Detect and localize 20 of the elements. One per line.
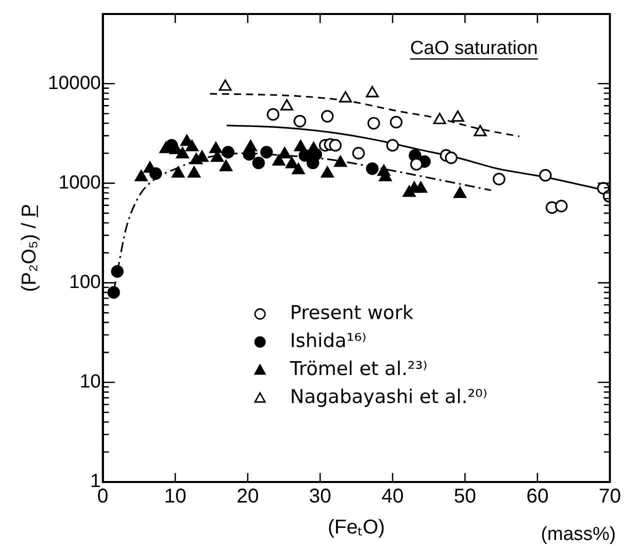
x-tick-label: 20 xyxy=(236,486,259,508)
y-tick-label: 1000 xyxy=(58,172,101,194)
x-tick-label: 10 xyxy=(164,486,186,508)
x-tick-label: 70 xyxy=(598,486,621,508)
legend-label: Nagabayashi et al.²⁰⁾ xyxy=(290,386,488,408)
legend-label: Present work xyxy=(290,302,414,324)
x-tick-label: 60 xyxy=(526,486,549,508)
x-tick-label: 50 xyxy=(454,486,476,508)
text: (mass%) xyxy=(540,524,616,545)
x-tick-label: 30 xyxy=(309,486,332,508)
x-axis-title: (FeₜO) xyxy=(328,516,385,539)
legend-label: Ishida¹⁶⁾ xyxy=(290,330,366,352)
legend-label: Trömel et al.²³⁾ xyxy=(289,358,428,380)
x-tick-label: 0 xyxy=(97,486,108,508)
y-axis-title: (P₂O₅) / P̲ xyxy=(18,204,41,292)
annotation: CaO saturation xyxy=(410,38,538,59)
x-tick-label: 40 xyxy=(381,486,404,508)
y-tick-label: 10 xyxy=(80,372,101,393)
y-tick-label: 100 xyxy=(69,272,101,294)
y-tick-label: 10000 xyxy=(48,72,101,94)
